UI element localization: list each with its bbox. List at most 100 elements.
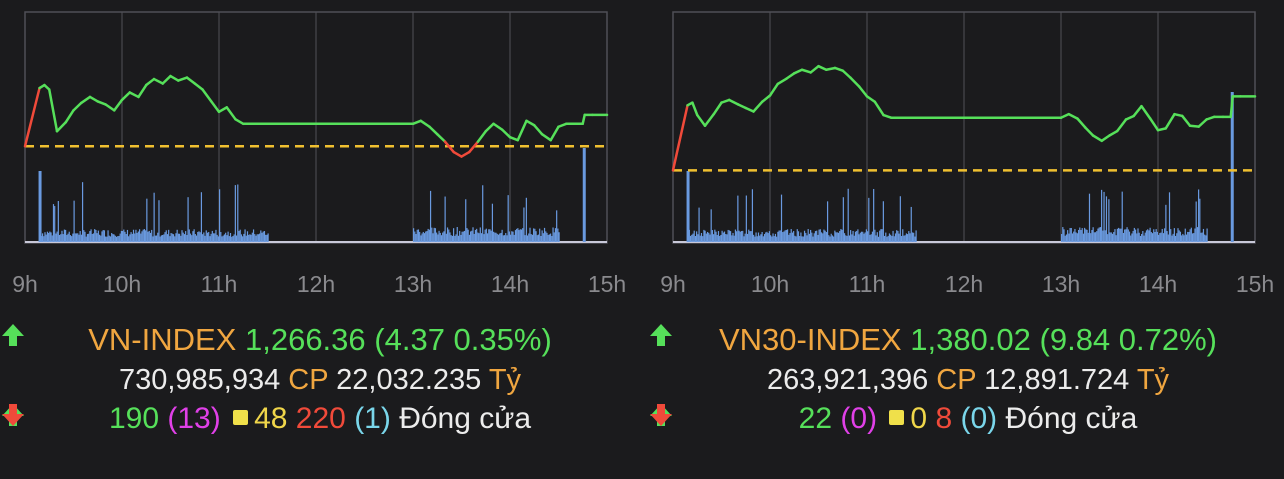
volume-bar bbox=[1168, 192, 1171, 242]
volume-bar bbox=[1069, 227, 1071, 242]
price-segment bbox=[865, 95, 877, 103]
advancers-count: 22 bbox=[798, 402, 833, 435]
volume-bar bbox=[38, 171, 42, 242]
volume-bar bbox=[69, 235, 72, 242]
volume-bar bbox=[445, 233, 447, 242]
volume-bar bbox=[768, 231, 770, 242]
volume-bar bbox=[1195, 201, 1197, 242]
ceiling-count: (13) bbox=[167, 402, 221, 435]
volume-bar bbox=[83, 230, 85, 242]
price-segment bbox=[152, 77, 164, 85]
volume-bar bbox=[188, 229, 190, 242]
volume-bar bbox=[88, 233, 90, 242]
volume-bar bbox=[911, 232, 914, 242]
volume-bar bbox=[1176, 233, 1178, 242]
volume-bar bbox=[910, 206, 912, 242]
volume-bar bbox=[44, 232, 46, 242]
volume-bar bbox=[733, 235, 735, 242]
volume-bar bbox=[785, 229, 787, 242]
turnover-value: 22,032.235 bbox=[336, 364, 482, 396]
volume-bar bbox=[72, 233, 74, 242]
volume-bar bbox=[222, 235, 224, 242]
volume-bar bbox=[518, 230, 520, 242]
volume-bar bbox=[760, 234, 762, 242]
volume-bar bbox=[892, 230, 894, 242]
volume-bar bbox=[514, 230, 517, 242]
volume-bar bbox=[239, 229, 241, 242]
volume-bar bbox=[1191, 233, 1194, 242]
volume-bar bbox=[877, 236, 880, 242]
volume-bar bbox=[185, 231, 187, 242]
volume-bar bbox=[767, 233, 769, 242]
volume-bar bbox=[450, 235, 452, 242]
volume-bar bbox=[848, 235, 851, 242]
volume-bar bbox=[212, 233, 215, 242]
volume-bar bbox=[822, 233, 824, 242]
volume-bar bbox=[208, 232, 210, 242]
price-segment bbox=[112, 98, 124, 112]
price-segment bbox=[145, 77, 156, 87]
volume-bar bbox=[252, 229, 255, 242]
x-tick-label: 13h bbox=[1042, 271, 1080, 297]
volume-bar bbox=[1101, 189, 1103, 242]
volume-bar bbox=[791, 232, 794, 242]
volume-bar bbox=[881, 229, 883, 242]
price-segment bbox=[1116, 118, 1128, 133]
index-name: VN-INDEX bbox=[88, 322, 237, 357]
volume-bar bbox=[106, 236, 108, 242]
volume-bar bbox=[169, 236, 171, 242]
vn-index-panel: 9h 10h 11h 12h 13h 14h 15h VN-INDEX 1,266.36 (… bbox=[0, 0, 640, 479]
volume-bar bbox=[732, 232, 734, 242]
volume-bar bbox=[1097, 228, 1099, 242]
volume-bar bbox=[490, 230, 492, 242]
price-segment bbox=[104, 103, 116, 112]
volume-bar bbox=[138, 229, 141, 242]
volume-bar bbox=[700, 232, 703, 242]
volume-bar bbox=[811, 232, 813, 242]
price-segment bbox=[428, 125, 439, 136]
volume-bar bbox=[95, 229, 97, 242]
volume-bar bbox=[831, 235, 834, 242]
volume-bar bbox=[260, 230, 262, 242]
price-segment bbox=[817, 64, 828, 71]
volume-bar bbox=[818, 229, 820, 242]
volume-bar bbox=[221, 236, 223, 242]
volume-bar bbox=[853, 235, 855, 242]
volume-bar bbox=[462, 231, 464, 242]
volume-bar bbox=[762, 236, 764, 242]
volume-bar bbox=[266, 234, 268, 242]
volume-bar bbox=[797, 231, 800, 242]
vn30-index-chart: 9h 10h 11h 12h 13h 14h 15h bbox=[660, 11, 1274, 297]
volume-bar bbox=[149, 232, 152, 242]
volume-bar bbox=[444, 196, 446, 242]
volume-bar bbox=[160, 235, 162, 242]
price-segment bbox=[217, 106, 229, 114]
volume-bar bbox=[1119, 228, 1121, 242]
price-segment bbox=[581, 113, 586, 126]
volume-bar bbox=[423, 233, 426, 242]
volume-bar bbox=[784, 230, 786, 242]
volume-bar bbox=[84, 231, 86, 242]
breadth-line: 190 (13) 48 220 (1) Đóng cửa bbox=[0, 402, 640, 436]
volume-bar bbox=[1185, 234, 1188, 242]
volume-bar bbox=[1189, 229, 1191, 242]
volume-bar bbox=[256, 234, 258, 242]
unchanged-count: 0 bbox=[910, 402, 928, 435]
volume-bar bbox=[75, 233, 78, 242]
volume-bar bbox=[802, 236, 804, 242]
price-segment bbox=[1197, 118, 1208, 128]
volume-bar bbox=[494, 232, 496, 242]
price-segment bbox=[720, 98, 731, 104]
volume-bar bbox=[829, 236, 831, 242]
volume-bar bbox=[1125, 229, 1127, 242]
volume-bar bbox=[882, 201, 884, 242]
price-segment bbox=[841, 69, 852, 79]
volume-bar bbox=[858, 234, 860, 242]
volume-bar bbox=[790, 229, 792, 242]
volume-bar bbox=[1071, 233, 1074, 242]
volume-bar bbox=[174, 236, 176, 242]
price-segment bbox=[23, 86, 41, 148]
price-segment bbox=[1156, 127, 1168, 132]
volume-bar bbox=[215, 229, 217, 242]
x-tick-label: 9h bbox=[12, 271, 38, 297]
